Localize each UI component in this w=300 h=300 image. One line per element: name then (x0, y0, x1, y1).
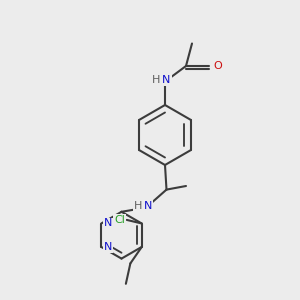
Text: H: H (134, 201, 142, 211)
Text: H: H (152, 75, 160, 85)
Text: N: N (144, 201, 152, 211)
Text: O: O (213, 61, 222, 71)
Text: N: N (103, 218, 112, 229)
Text: N: N (162, 75, 171, 85)
Text: Cl: Cl (114, 215, 125, 225)
Text: N: N (103, 242, 112, 252)
